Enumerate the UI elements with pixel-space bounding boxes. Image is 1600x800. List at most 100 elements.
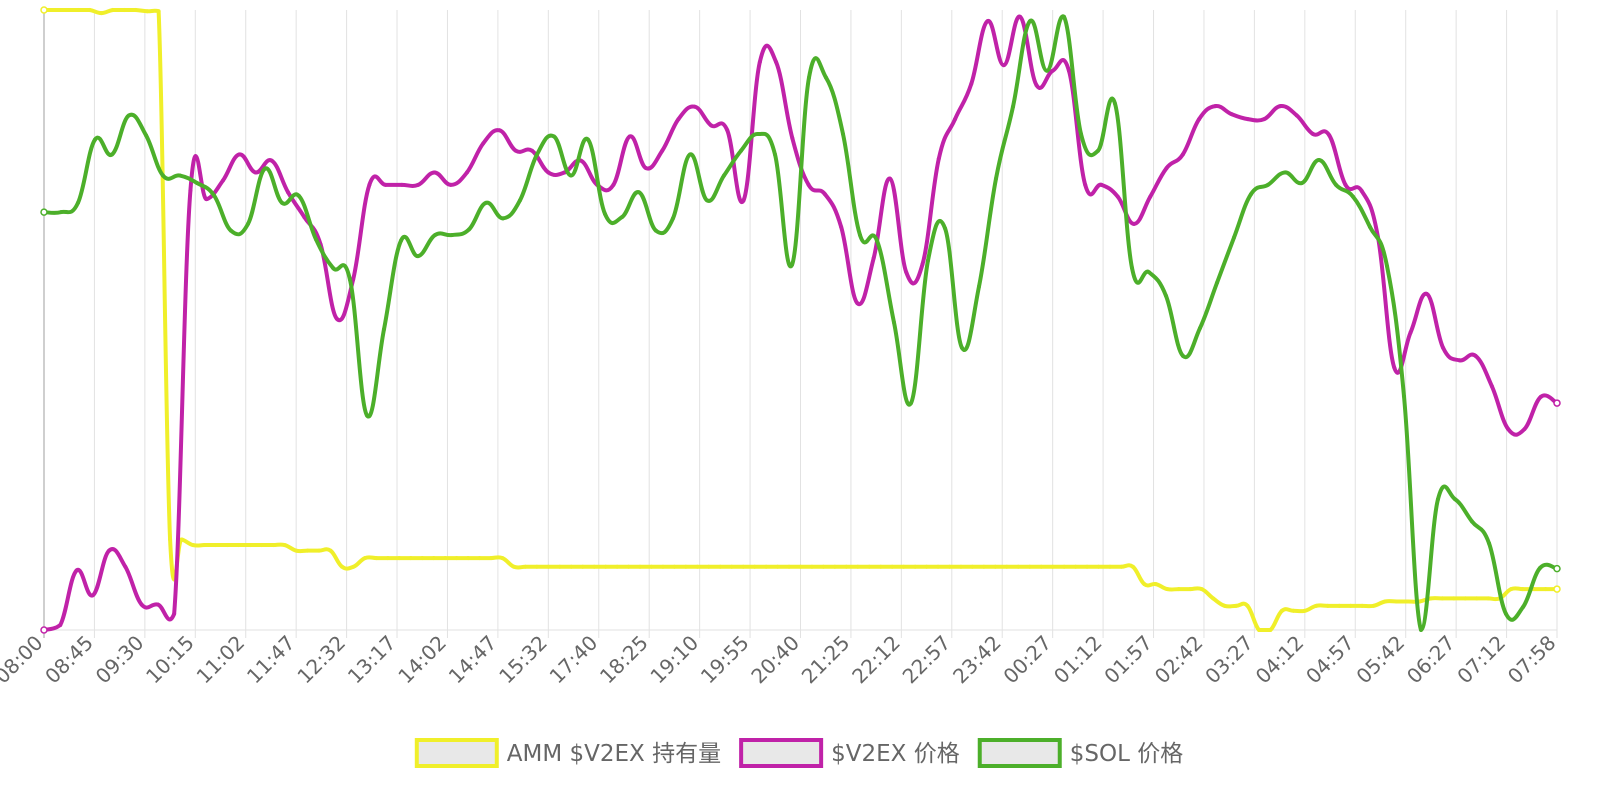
data-point	[269, 158, 274, 163]
x-tick-label: 12:32	[292, 631, 350, 689]
data-point	[585, 137, 591, 142]
data-point	[40, 6, 48, 14]
data-point	[683, 564, 688, 569]
legend-item-3[interactable]: $SOL 价格	[977, 738, 1183, 768]
data-point	[615, 564, 620, 569]
legend-label: $SOL 价格	[1070, 741, 1183, 767]
data-point	[855, 301, 860, 306]
data-point	[976, 284, 982, 289]
data-point	[1083, 182, 1088, 187]
data-point	[1213, 104, 1218, 109]
data-point	[839, 224, 844, 230]
data-point	[867, 564, 872, 569]
data-point	[752, 564, 757, 569]
data-point	[1001, 63, 1006, 68]
data-point	[500, 556, 505, 561]
data-point	[1180, 152, 1185, 157]
data-point	[443, 556, 448, 561]
data-point	[179, 537, 184, 542]
x-tick-label: 18:25	[595, 631, 653, 689]
data-point	[317, 548, 322, 553]
data-point	[1348, 603, 1353, 608]
series-1	[40, 6, 1561, 633]
x-tick-label: 06:27	[1402, 631, 1460, 689]
data-point	[1486, 541, 1492, 546]
data-point	[993, 176, 999, 181]
data-point	[1282, 170, 1288, 175]
data-point	[534, 564, 539, 569]
data-point	[107, 548, 112, 553]
data-point	[271, 543, 276, 548]
data-point	[806, 182, 811, 187]
data-point	[568, 173, 574, 178]
data-point	[1469, 519, 1475, 524]
data-point	[908, 401, 914, 406]
data-point	[1522, 427, 1527, 432]
data-point	[40, 208, 48, 216]
data-point	[1018, 14, 1023, 19]
data-point	[399, 182, 404, 187]
legend-item-1[interactable]: AMM $V2EX 持有量	[414, 738, 721, 768]
data-point	[139, 602, 144, 607]
data-point	[220, 178, 226, 183]
data-point	[725, 128, 730, 133]
data-point	[822, 192, 827, 197]
data-point	[721, 173, 727, 178]
data-point	[420, 556, 425, 561]
data-point	[924, 564, 929, 569]
data-point	[408, 556, 413, 561]
data-point	[160, 173, 166, 178]
data-point	[636, 190, 642, 195]
data-point	[351, 564, 356, 569]
data-point	[672, 564, 677, 569]
x-tick-label: 01:12	[1049, 631, 1107, 689]
data-point	[454, 556, 459, 561]
data-point	[87, 7, 92, 13]
data-point	[1061, 14, 1067, 19]
data-point	[432, 233, 438, 238]
data-point	[890, 564, 895, 569]
data-point	[1553, 564, 1561, 573]
data-point	[1027, 19, 1033, 24]
data-point	[448, 182, 453, 187]
data-point	[1199, 587, 1204, 592]
data-point	[1142, 582, 1147, 587]
x-axis: 08:0008:4509:3010:1511:0211:4712:3213:17…	[0, 631, 1561, 689]
data-point	[1359, 188, 1364, 194]
data-point	[99, 11, 104, 16]
data-point	[1004, 564, 1009, 569]
data-point	[1279, 608, 1284, 613]
data-point	[557, 564, 562, 569]
data-point	[1119, 564, 1124, 569]
data-point	[1543, 587, 1548, 592]
data-point	[1435, 497, 1441, 502]
data-point	[237, 152, 242, 157]
data-point	[1245, 117, 1250, 122]
data-point	[381, 327, 387, 332]
x-tick-label: 17:40	[545, 631, 603, 689]
x-tick-label: 02:42	[1150, 631, 1208, 689]
data-point	[1474, 596, 1479, 601]
legend-swatch	[977, 738, 1062, 768]
data-point	[1176, 587, 1181, 592]
data-point	[156, 9, 161, 14]
data-point	[383, 182, 388, 187]
legend-item-2[interactable]: $V2EX 价格	[739, 738, 960, 768]
x-tick-label: 05:42	[1352, 631, 1410, 689]
data-point	[1197, 117, 1202, 122]
data-point	[1214, 280, 1220, 285]
data-point	[789, 262, 795, 267]
data-point	[416, 182, 421, 187]
legend: AMM $V2EX 持有量 $V2EX 价格 $SOL 价格	[414, 738, 1183, 768]
data-point	[706, 564, 711, 569]
data-point	[832, 564, 837, 569]
data-point	[1424, 291, 1429, 297]
data-point	[1044, 68, 1050, 73]
data-point	[660, 564, 666, 569]
data-point	[1146, 270, 1152, 275]
data-point	[1245, 603, 1250, 608]
data-point	[1130, 564, 1135, 569]
data-point	[1367, 224, 1373, 230]
data-point	[466, 227, 472, 232]
x-tick-label: 08:45	[40, 631, 98, 689]
